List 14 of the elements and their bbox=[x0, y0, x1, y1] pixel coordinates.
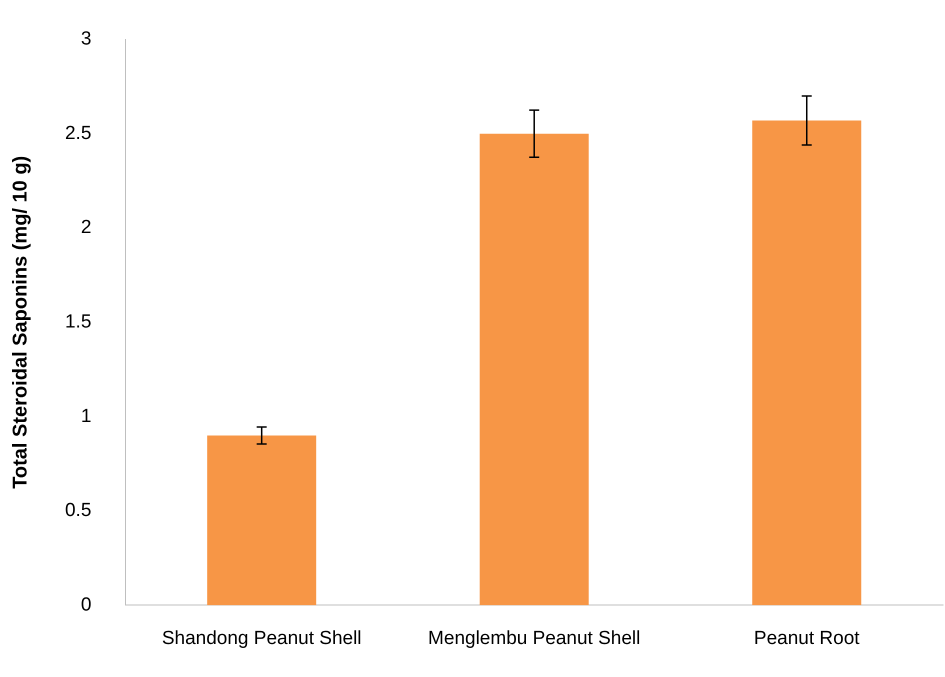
y-tick-label: 3 bbox=[80, 28, 92, 50]
y-tick-label: 2 bbox=[80, 217, 92, 238]
y-axis-title: Total Steroidal Saponins (mg/ 10 g) bbox=[10, 156, 32, 489]
x-tick-label: Menglembu Peanut Shell bbox=[428, 628, 640, 649]
y-tick-label: 2.5 bbox=[64, 122, 92, 144]
x-tick-label: Peanut Root bbox=[754, 628, 860, 649]
x-tick-label: Shandong Peanut Shell bbox=[162, 628, 362, 649]
bar bbox=[752, 120, 862, 606]
y-tick-label: 0.5 bbox=[64, 500, 92, 522]
y-tick-label: 1 bbox=[80, 406, 92, 427]
y-tick-label: 0 bbox=[80, 594, 92, 616]
bar bbox=[207, 435, 316, 606]
y-tick-label: 1.5 bbox=[64, 312, 92, 333]
bar bbox=[480, 134, 589, 606]
